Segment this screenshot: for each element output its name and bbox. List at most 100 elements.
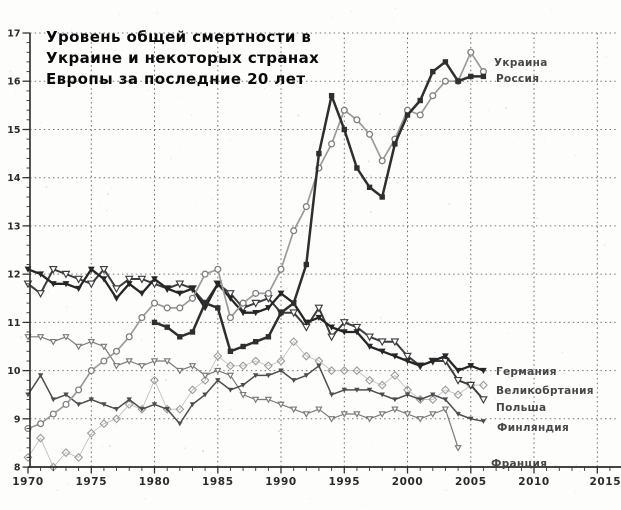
chart-title-line-1: Уровень общей смертности в (46, 28, 312, 46)
marker-triangle-down-filled (126, 397, 132, 403)
noise-speck (144, 498, 146, 500)
marker-triangle-down-filled (252, 309, 260, 317)
marker-triangle-down-filled (341, 387, 347, 393)
noise-speck (394, 7, 396, 9)
noise-speck (331, 16, 332, 18)
x-tick-label: 2015 (589, 476, 621, 488)
noise-speck (536, 217, 538, 219)
marker-diamond-open (200, 375, 210, 385)
noise-speck (344, 26, 346, 28)
marker-triangle-down-open (314, 304, 324, 313)
country-labels: Украина Россия Германия Великобртания Польша… (491, 57, 593, 470)
noise-speck (240, 63, 242, 65)
marker-diamond-open (339, 366, 349, 376)
marker-triangle-down-open (340, 411, 348, 418)
series-poland-line (27, 341, 484, 468)
noise-speck (147, 89, 149, 92)
x-tick-label: 2010 (518, 476, 550, 488)
marker-triangle-down-filled (265, 373, 272, 379)
noise-speck (398, 416, 400, 418)
marker-triangle-down-filled (88, 397, 94, 403)
marker-triangle-down-filled (113, 407, 120, 412)
noise-speck (562, 351, 564, 353)
noise-speck (20, 180, 23, 182)
marker-diamond-open (478, 380, 488, 390)
noise-speck (411, 381, 413, 383)
noise-speck (318, 32, 320, 33)
noise-speck (170, 157, 172, 159)
marker-circle-open (125, 333, 133, 341)
marker-triangle-down-filled (417, 397, 423, 403)
marker-square-filled (177, 334, 183, 340)
marker-triangle-down-filled (404, 392, 411, 398)
noise-speck (345, 99, 347, 101)
marker-diamond-open (365, 375, 375, 385)
noise-speck (218, 150, 220, 152)
noise-speck (9, 70, 11, 73)
marker-triangle-down-filled (87, 266, 95, 273)
marker-square-filled (455, 78, 461, 84)
marker-square-filled (240, 343, 246, 350)
marker-triangle-down-open (99, 266, 109, 274)
noise-speck (19, 449, 22, 452)
y-tick-label: 13 (7, 221, 20, 232)
noise-speck (463, 30, 465, 32)
noise-speck (141, 340, 143, 341)
noise-speck (175, 271, 177, 273)
marker-circle-open (479, 68, 487, 76)
series-uk-line (27, 268, 485, 401)
marker-triangle-down-filled (100, 276, 108, 283)
x-tick-label: 1985 (202, 476, 234, 488)
y-tick-label: 17 (7, 29, 20, 40)
y-tick-label: 16 (7, 77, 21, 88)
marker-triangle-down-filled (125, 281, 133, 288)
marker-square-filled (366, 184, 373, 190)
noise-speck (108, 445, 111, 447)
marker-circle-open (150, 299, 159, 307)
marker-triangle-down-open (61, 270, 71, 279)
noise-speck (294, 11, 296, 13)
marker-diamond-open (440, 385, 450, 395)
marker-triangle-down-filled (50, 397, 56, 403)
noise-speck (527, 94, 529, 96)
marker-triangle-down-filled (265, 305, 272, 312)
noise-speck (476, 143, 478, 145)
marker-triangle-down-open (49, 338, 57, 346)
noise-speck (44, 424, 46, 426)
marker-diamond-open (36, 433, 46, 443)
marker-triangle-down-filled (467, 363, 475, 370)
noise-speck (214, 121, 216, 123)
noise-speck (302, 231, 304, 233)
marker-triangle-down-open (87, 338, 95, 346)
label-france: Франция (491, 458, 547, 470)
noise-speck (330, 92, 332, 94)
noise-speck (15, 93, 17, 95)
marker-triangle-down-open (74, 275, 83, 284)
marker-circle-open (328, 140, 336, 148)
marker-square-filled (404, 112, 411, 118)
noise-speck (177, 97, 179, 98)
noise-speck (108, 476, 110, 478)
noise-speck (204, 439, 206, 441)
noise-speck (193, 369, 195, 371)
noise-speck (137, 448, 139, 450)
marker-triangle-down-filled (151, 276, 158, 283)
noise-speck (149, 314, 151, 316)
marker-triangle-down-filled (278, 368, 284, 374)
noise-speck (556, 32, 558, 33)
chart-title-line-2: Украине и некоторых странах (46, 49, 320, 67)
noise-speck (278, 430, 280, 433)
marker-triangle-down-filled (416, 363, 424, 370)
marker-triangle-down-open (125, 358, 133, 365)
noise-speck (20, 336, 22, 339)
marker-triangle-down-open (239, 391, 247, 399)
marker-triangle-down-open (251, 299, 261, 308)
noise-speck (382, 84, 384, 86)
marker-triangle-down-filled (101, 402, 107, 408)
noise-speck (184, 332, 187, 334)
noise-speck (399, 428, 401, 430)
marker-circle-open (302, 203, 310, 211)
marker-triangle-down-open (112, 363, 121, 370)
marker-diamond-open (263, 361, 273, 371)
marker-triangle-down-filled (468, 416, 474, 422)
